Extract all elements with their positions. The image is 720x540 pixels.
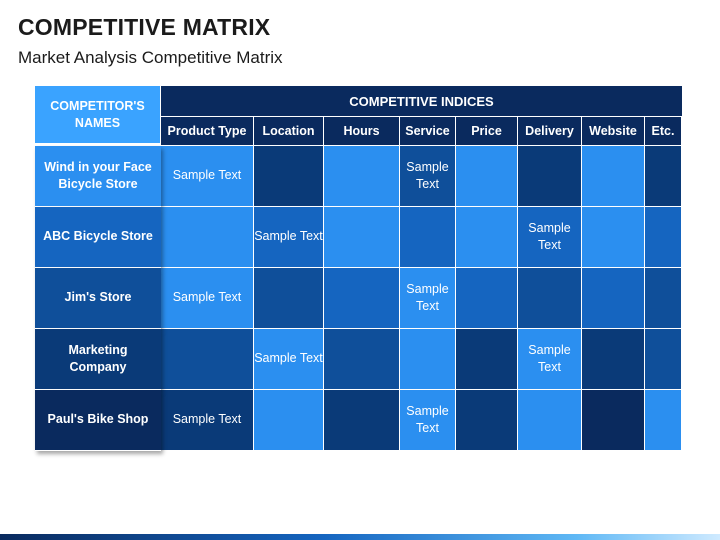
- matrix-cell: [582, 207, 645, 268]
- page-title: COMPETITIVE MATRIX: [18, 14, 271, 40]
- matrix-cell: Sample Text: [161, 146, 254, 207]
- matrix-cell: Sample Text: [161, 390, 254, 451]
- matrix-cell: [582, 390, 645, 451]
- matrix-cell: [254, 146, 324, 207]
- matrix-cell: [324, 207, 400, 268]
- competitor-name: Paul's Bike Shop: [35, 390, 161, 451]
- matrix-cell: [254, 268, 324, 329]
- matrix-cell: [518, 390, 582, 451]
- matrix-cell: Sample Text: [254, 329, 324, 390]
- column-header: Etc.: [645, 117, 682, 146]
- matrix-cell: Sample Text: [400, 390, 456, 451]
- matrix-cell: [456, 146, 518, 207]
- matrix-cell: Sample Text: [161, 268, 254, 329]
- matrix-cell: Sample Text: [518, 329, 582, 390]
- matrix-cell: [324, 146, 400, 207]
- matrix-cell: [518, 268, 582, 329]
- competitor-name: Jim's Store: [35, 268, 161, 329]
- matrix-cell: [645, 390, 682, 451]
- column-header: Website: [582, 117, 645, 146]
- competitor-name: Marketing Company: [35, 329, 161, 390]
- matrix-cell: [400, 329, 456, 390]
- matrix-cell: Sample Text: [400, 146, 456, 207]
- matrix-cell: [518, 146, 582, 207]
- matrix-cell: [582, 268, 645, 329]
- column-header: Product Type: [161, 117, 254, 146]
- matrix-cell: [456, 329, 518, 390]
- matrix-cell: [456, 207, 518, 268]
- matrix-cell: [324, 268, 400, 329]
- column-header: Service: [400, 117, 456, 146]
- column-header: Hours: [324, 117, 400, 146]
- competitor-name: Wind in your Face Bicycle Store: [35, 146, 161, 207]
- matrix-cell: [645, 207, 682, 268]
- matrix-cell: [161, 207, 254, 268]
- matrix-cell: [400, 207, 456, 268]
- matrix-cell: [324, 329, 400, 390]
- competitor-names-header: COMPETITOR'S NAMES: [35, 86, 161, 146]
- matrix-cell: [254, 390, 324, 451]
- matrix-cell: [582, 146, 645, 207]
- column-header: Price: [456, 117, 518, 146]
- matrix-cell: Sample Text: [400, 268, 456, 329]
- column-header: Delivery: [518, 117, 582, 146]
- matrix-cell: [456, 268, 518, 329]
- matrix-cell: Sample Text: [254, 207, 324, 268]
- competitive-indices-header: COMPETITIVE INDICES: [161, 86, 682, 117]
- matrix-cell: [161, 329, 254, 390]
- page-subtitle: Market Analysis Competitive Matrix: [18, 48, 283, 67]
- matrix-cell: [324, 390, 400, 451]
- competitive-matrix: COMPETITOR'S NAMES COMPETITIVE INDICES P…: [35, 86, 682, 451]
- matrix-cell: [645, 268, 682, 329]
- matrix-cell: Sample Text: [518, 207, 582, 268]
- matrix-cell: [582, 329, 645, 390]
- column-header: Location: [254, 117, 324, 146]
- matrix-cell: [456, 390, 518, 451]
- matrix-cell: [645, 146, 682, 207]
- matrix-cell: [645, 329, 682, 390]
- bottom-accent-bar: [0, 534, 720, 540]
- competitor-name: ABC Bicycle Store: [35, 207, 161, 268]
